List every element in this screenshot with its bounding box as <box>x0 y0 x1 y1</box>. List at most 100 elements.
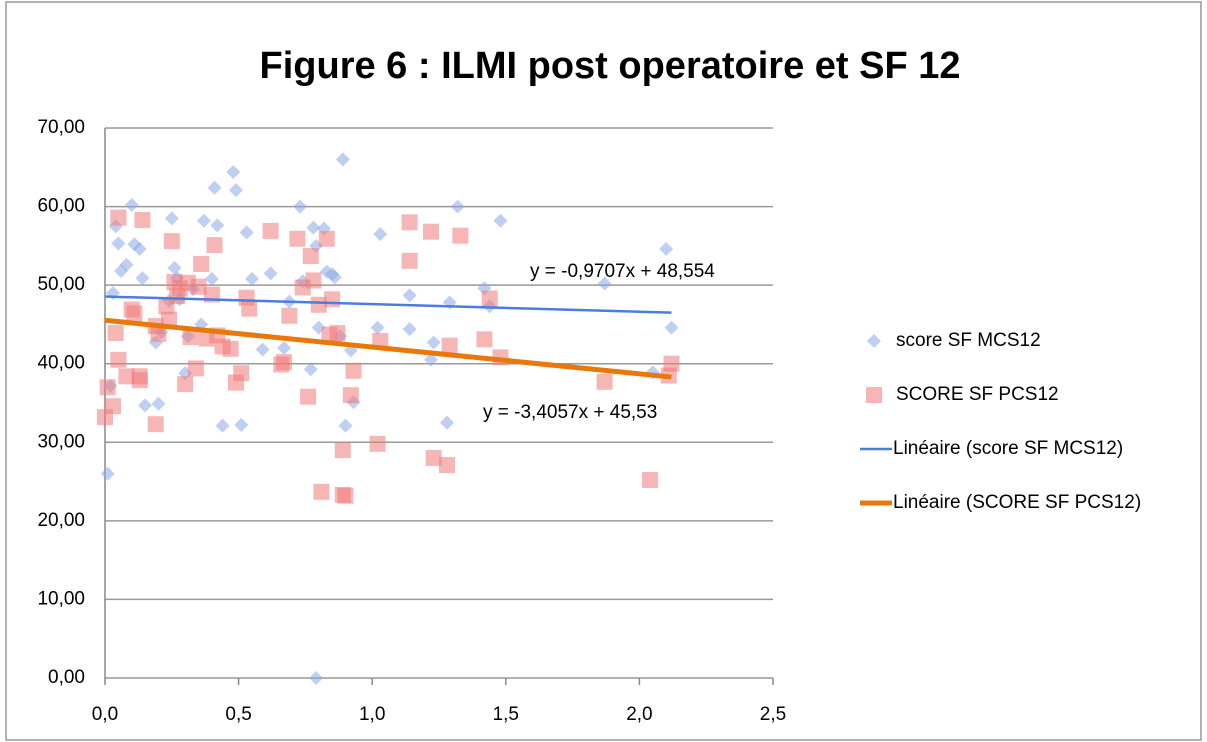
point <box>193 255 210 272</box>
point <box>452 227 469 244</box>
point <box>493 213 508 228</box>
x-tick-label: 2,5 <box>760 704 786 725</box>
point <box>99 379 116 396</box>
point <box>426 335 441 350</box>
point <box>234 418 249 432</box>
y-tick-label: 20,00 <box>37 510 85 531</box>
point <box>277 341 292 355</box>
trend-line <box>104 295 672 314</box>
point <box>244 271 259 286</box>
y-tick-label: 30,00 <box>37 431 85 452</box>
point <box>131 372 148 389</box>
point <box>132 242 147 256</box>
x-tick-label: 0,5 <box>225 704 251 725</box>
point <box>289 230 306 247</box>
point <box>309 671 324 685</box>
legend-label: Linéaire (SCORE SF PCS12) <box>893 492 1141 513</box>
point <box>337 487 354 504</box>
point <box>233 365 250 382</box>
point <box>338 418 353 433</box>
point <box>342 387 359 404</box>
point <box>215 418 230 433</box>
point <box>241 300 258 317</box>
point <box>335 152 350 167</box>
y-tick-label: 40,00 <box>37 353 85 374</box>
legend-swatch <box>866 387 882 403</box>
point <box>369 435 386 452</box>
point <box>313 483 330 500</box>
point <box>150 325 167 342</box>
point <box>345 362 362 379</box>
y-tick-label: 50,00 <box>37 274 85 295</box>
y-tick-label: 70,00 <box>37 117 85 138</box>
y-tick-label: 10,00 <box>37 588 85 609</box>
point <box>306 220 321 235</box>
point <box>276 354 293 371</box>
point <box>196 213 211 228</box>
point <box>305 272 322 289</box>
point <box>425 450 442 466</box>
point <box>204 271 219 286</box>
y-tick-label: 0,00 <box>48 667 85 688</box>
legend-label: Linéaire (score SF MCS12) <box>893 438 1123 459</box>
point <box>300 388 317 405</box>
point <box>226 165 241 179</box>
point <box>187 360 204 377</box>
point <box>303 362 318 377</box>
point <box>372 332 389 349</box>
point <box>402 322 417 337</box>
point <box>239 225 254 240</box>
legend-label: score SF MCS12 <box>896 330 1041 351</box>
point <box>401 214 418 231</box>
point <box>107 325 124 342</box>
point <box>476 331 493 348</box>
point <box>126 305 143 322</box>
point <box>110 209 127 226</box>
point <box>664 320 679 335</box>
x-tick-label: 0,0 <box>92 704 118 725</box>
trend-line <box>104 317 672 380</box>
point <box>190 278 207 295</box>
point <box>401 252 418 269</box>
point <box>124 198 139 212</box>
point <box>327 270 342 285</box>
point <box>659 242 674 256</box>
chart-title: Figure 6 : ILMI post operatoire et SF 12 <box>260 45 961 87</box>
x-tick-label: 1,0 <box>359 704 385 725</box>
point <box>302 248 319 265</box>
point <box>324 291 341 308</box>
point <box>206 237 223 254</box>
point <box>177 376 194 393</box>
legend-label: SCORE SF PCS12 <box>896 384 1059 405</box>
point <box>110 351 127 368</box>
point <box>370 320 385 335</box>
point <box>263 266 278 281</box>
point <box>318 230 335 247</box>
point <box>228 183 243 198</box>
point <box>147 416 164 433</box>
legend-swatch <box>867 334 881 348</box>
y-tick-label: 60,00 <box>37 196 85 217</box>
point <box>262 222 279 239</box>
point <box>642 472 659 488</box>
point <box>293 199 308 214</box>
point <box>597 276 612 291</box>
point <box>119 257 134 272</box>
trend-equation: y = -0,9707x + 48,554 <box>530 261 715 282</box>
point <box>207 180 222 195</box>
point <box>151 396 166 411</box>
point <box>111 236 126 251</box>
point <box>255 342 270 357</box>
point <box>422 223 439 240</box>
point <box>105 398 122 415</box>
x-tick-label: 2,0 <box>626 704 652 725</box>
point <box>439 457 456 474</box>
point <box>402 288 417 303</box>
point <box>663 355 680 372</box>
point <box>138 398 153 413</box>
point <box>596 373 613 390</box>
point <box>423 352 438 367</box>
x-tick-label: 1,5 <box>493 704 519 725</box>
point <box>118 368 135 385</box>
point <box>329 325 346 342</box>
